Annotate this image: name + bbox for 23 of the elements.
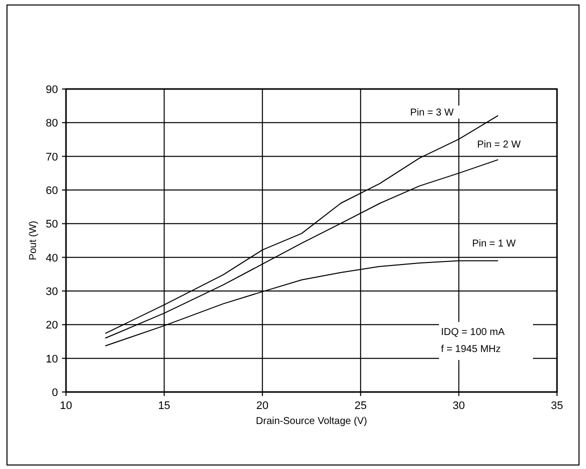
series-label: Pin = 2 W — [477, 140, 522, 151]
annotation: IDQ = 100 mA — [441, 327, 505, 338]
y-tick-label: 10 — [46, 353, 58, 366]
y-tick-label: 40 — [46, 252, 58, 264]
y-tick-label: 20 — [46, 320, 58, 332]
x-tick-label: 15 — [158, 400, 170, 412]
text: Pin = 3 W — [410, 108, 454, 119]
x-axis-title: Drain-Source Voltage (V) — [256, 416, 368, 427]
y-tick-label: 0 — [52, 387, 58, 399]
x-tick-label: 20 — [256, 400, 269, 412]
y-axis-title: Pout (W) — [28, 220, 39, 260]
series-label: Pin = 1 W — [472, 238, 516, 250]
y-tick-label: 60 — [46, 185, 58, 197]
annotation: f = 1945 MHz — [441, 344, 501, 355]
x-tick-label: 10 — [60, 400, 72, 412]
x-tick-label: 30 — [452, 400, 465, 412]
y-tick-label: 30 — [46, 286, 58, 298]
x-tick-label: 25 — [354, 400, 367, 412]
y-tick-label: 80 — [46, 118, 58, 130]
y-tick-label: 90 — [46, 84, 58, 96]
x-tick-label: 35 — [550, 400, 564, 412]
y-tick-label: 50 — [46, 218, 58, 231]
y-tick-label: 70 — [46, 151, 58, 164]
